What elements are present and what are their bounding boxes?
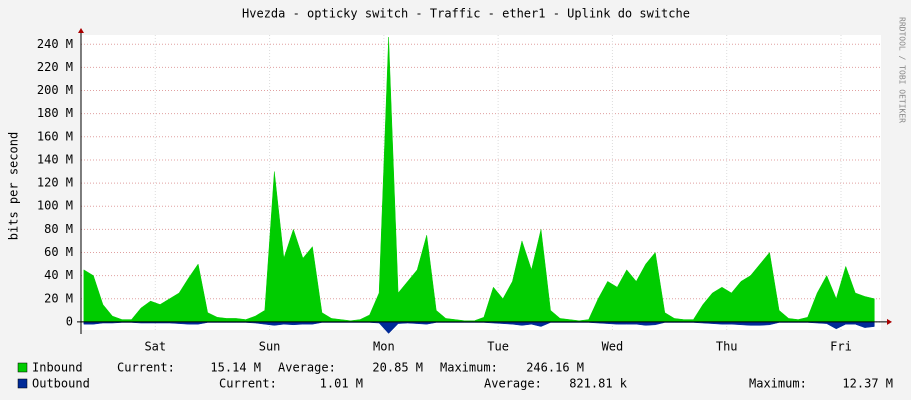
legend-stat-value: 821.81 k <box>569 377 628 391</box>
legend-stat-label: Maximum: <box>440 361 498 375</box>
legend-stat-label: Average: <box>484 377 542 391</box>
legend-stat-value: 246.16 M <box>526 361 584 375</box>
x-tick-label: Fri <box>830 340 852 354</box>
legend-label: Inbound <box>32 361 83 375</box>
legend-stat-label: Current: <box>219 377 277 391</box>
chart-title: Hvezda - opticky switch - Traffic - ethe… <box>242 7 690 21</box>
legend-stat-value: 20.85 M <box>372 361 423 375</box>
y-tick-label: 40 M <box>44 268 73 282</box>
x-axis-arrow <box>887 318 892 325</box>
y-axis-arrow <box>78 28 84 33</box>
y-tick-label: 20 M <box>44 291 73 305</box>
y-tick-label: 220 M <box>37 60 73 74</box>
x-tick-label: Tue <box>487 340 509 354</box>
y-tick-label: 100 M <box>37 199 73 213</box>
x-tick-label: Mon <box>373 340 395 354</box>
y-tick-label: 60 M <box>44 245 73 259</box>
legend-stat-label: Current: <box>117 361 175 375</box>
x-tick-label: Sun <box>259 340 281 354</box>
y-tick-label: 120 M <box>37 176 73 190</box>
x-tick-label: Thu <box>716 340 738 354</box>
x-tick-label: Sat <box>144 340 166 354</box>
y-axis-label: bits per second <box>7 132 21 240</box>
x-tick-label: Wed <box>602 340 624 354</box>
y-tick-label: 240 M <box>37 37 73 51</box>
area <box>83 37 875 323</box>
legend-stat-value: 12.37 M <box>842 377 893 391</box>
y-tick-label: 80 M <box>44 222 73 236</box>
y-tick-label: 140 M <box>37 152 73 166</box>
side-label: RRDTOOL / TOBI OETIKER <box>898 17 907 123</box>
legend-swatch <box>17 362 28 373</box>
legend-stat-value: 1.01 M <box>320 377 363 391</box>
legend-swatch <box>17 378 28 389</box>
legend-stat-label: Average: <box>278 361 336 375</box>
y-tick-label: 0 <box>66 314 73 328</box>
legend-stat-label: Maximum: <box>749 377 807 391</box>
legend-stat-value: 15.14 M <box>210 361 261 375</box>
area <box>83 321 875 334</box>
y-tick-label: 160 M <box>37 129 73 143</box>
legend-label: Outbound <box>32 377 90 391</box>
y-tick-label: 180 M <box>37 106 73 120</box>
y-tick-label: 200 M <box>37 83 73 97</box>
